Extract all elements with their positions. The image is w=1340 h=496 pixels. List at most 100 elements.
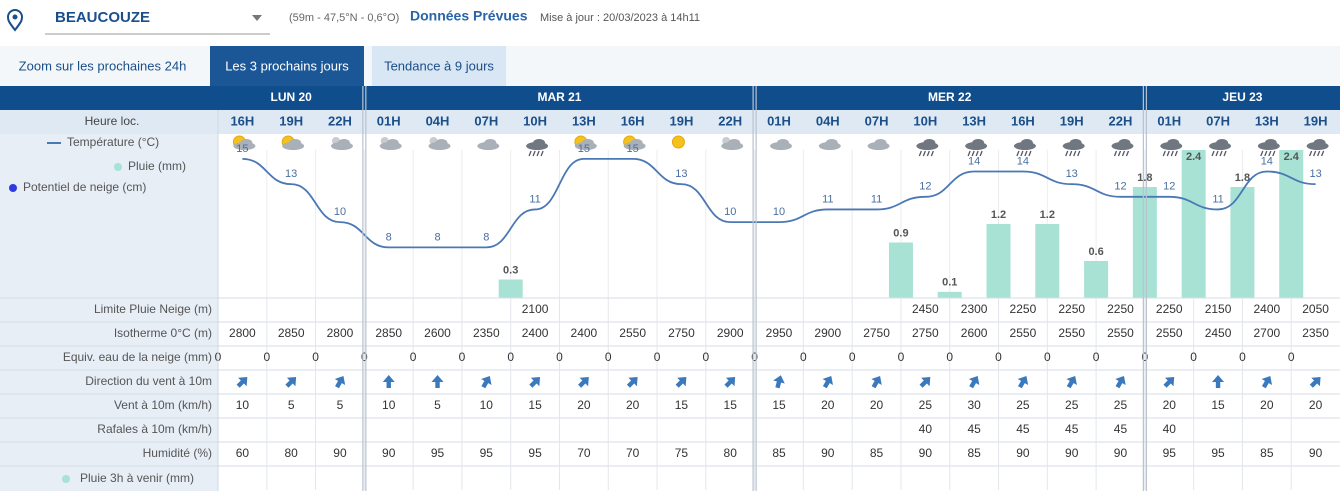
cell-value: 2300 [961,302,988,316]
cell-value: 75 [675,446,689,460]
cell-value: 25 [919,398,933,412]
icon-cloud [728,139,741,147]
cell-value: 0 [507,350,514,364]
tab-label[interactable]: Zoom sur les prochaines 24h [19,58,187,73]
wind-arrow [724,377,736,388]
icon-rain [975,150,979,157]
rain-bar [1230,187,1255,298]
hour-label: 04H [426,113,450,128]
cell-value: 0 [946,350,953,364]
hour-label: 07H [1206,113,1230,128]
rain-bar [1181,150,1206,298]
hour-header [0,110,1340,134]
icon-cloud [533,139,546,147]
cell-value: 30 [967,398,981,412]
wind-arrow [675,377,687,388]
cell-value: 0 [1190,350,1197,364]
wind-arrow [285,377,297,388]
hour-label: 01H [1157,113,1181,128]
rain-bar [498,279,523,298]
hour-label: 19H [670,113,694,128]
icon-cloud [1069,139,1082,147]
rain-label: 0.1 [942,277,957,289]
temperature-label: 13 [675,168,687,180]
tab[interactable] [0,46,205,86]
cell-value: 90 [382,446,396,460]
temperature-label: 8 [483,231,489,243]
wind-arrow [236,377,248,388]
hour-label: 19H [1060,113,1084,128]
wind-arrow [968,375,980,389]
icon-cloud [1264,139,1277,147]
temperature-label: 11 [822,193,833,205]
cell-value: 15 [772,398,786,412]
icon-rain [1024,150,1028,157]
temperature-label: 11 [1212,193,1223,205]
temperature-label: 12 [1114,181,1126,193]
select-caret[interactable] [252,15,262,21]
cell-value: 0 [995,350,1002,364]
icon-rain [528,150,532,157]
hour-label: 13H [1255,113,1279,128]
row-label: Vent à 10m (km/h) [114,398,212,412]
location-select[interactable]: BEAUCOUZE [55,9,150,26]
cell-value: 2850 [278,326,305,340]
cell-value: 25 [1065,398,1079,412]
tab-label[interactable]: Les 3 prochains jours [225,58,349,73]
wind-arrow [1163,377,1175,388]
cell-value: 95 [528,446,542,460]
icon-cloud [1167,139,1180,147]
wind-arrow [578,377,589,388]
temperature-label: 15 [578,143,590,155]
hour-label: 19H [279,113,303,128]
icon-rain [1016,150,1020,157]
tab[interactable] [210,46,364,86]
cell-value: 2800 [327,326,354,340]
icon-rain [1211,150,1215,157]
cell-value: 2900 [814,326,841,340]
updated: Mise à jour : 20/03/2023 à 14h11 [540,12,700,24]
temperature-label: 14 [1017,155,1029,167]
tab-label[interactable]: Tendance à 9 jours [384,58,494,73]
icon-cloud [289,139,302,147]
cell-value: 40 [1163,422,1177,436]
temperature-label: 14 [1261,155,1273,167]
rain-bar [986,224,1011,298]
hour-label: 01H [377,113,401,128]
cell-value: 2600 [961,326,988,340]
icon-rain [1174,150,1178,157]
cell-value: 70 [577,446,591,460]
wind-arrow [773,375,785,389]
cell-value: 2950 [766,326,793,340]
cell-value: 45 [1114,422,1128,436]
cell-value: 45 [1065,422,1079,436]
cell-value: 2750 [912,326,939,340]
day-label: MER 22 [928,90,972,104]
icon-rain [1260,150,1264,157]
cell-value: 70 [626,446,640,460]
cell-value: 20 [1260,398,1274,412]
cell-value: 95 [480,446,494,460]
icon-rain [1065,150,1069,157]
temperature-label: 15 [627,143,639,155]
icon-cloud [484,139,497,147]
cell-value: 90 [919,446,933,460]
cell-value: 2700 [1253,326,1280,340]
temperature-label: 10 [773,206,785,218]
cell-value: 0 [556,350,563,364]
cell-value: 95 [431,446,445,460]
cell-value: 95 [1211,446,1225,460]
legend-label: Potentiel de neige (cm) [23,180,146,194]
hour-label: 01H [767,113,791,128]
wind-arrow [1017,375,1029,389]
cell-value: 2600 [424,326,451,340]
tab[interactable] [372,46,506,86]
wind-arrow [1309,377,1321,388]
cell-value: 2550 [1156,326,1183,340]
icon-rain [1069,150,1073,157]
icon-rain [1317,150,1321,157]
cell-value: 0 [1044,350,1051,364]
temperature-label: 14 [968,155,980,167]
cell-value: 5 [288,398,295,412]
icon-rain [1219,150,1223,157]
